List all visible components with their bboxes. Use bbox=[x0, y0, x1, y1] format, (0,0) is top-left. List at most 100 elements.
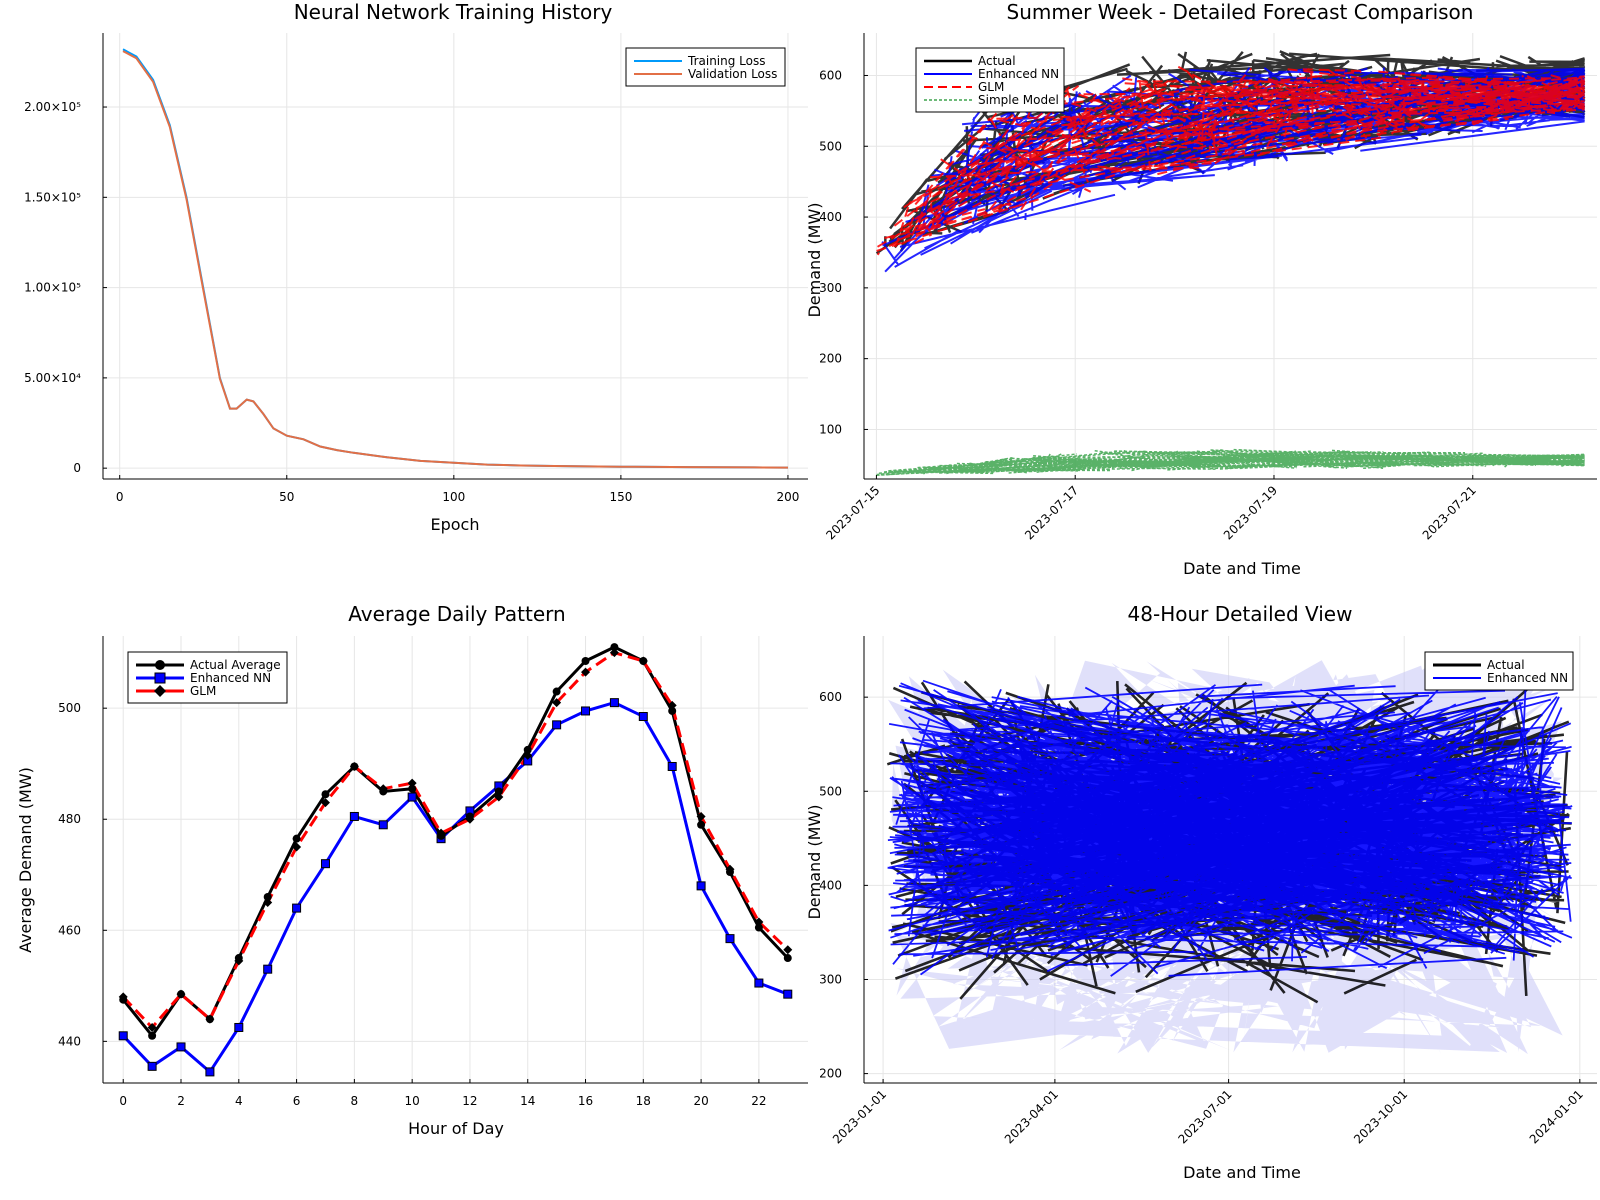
data-point-enhanced-nn bbox=[754, 978, 764, 988]
series-line-simple-model bbox=[876, 448, 1586, 477]
data-point-glm bbox=[552, 698, 562, 708]
legend-1: Training Loss Validation Loss bbox=[625, 47, 786, 87]
data-point-enhanced-nn bbox=[378, 820, 388, 830]
x-tick-label: 12 bbox=[462, 1094, 477, 1108]
data-point-glm bbox=[465, 814, 475, 824]
y-tick-label: 500 bbox=[819, 139, 842, 153]
y-tick-label: 1.50×10⁵ bbox=[24, 190, 81, 204]
y-tick-label: 0 bbox=[73, 461, 81, 475]
data-point-glm bbox=[407, 778, 417, 788]
x-tick-label: 8 bbox=[351, 1094, 359, 1108]
y-tick-label: 400 bbox=[819, 210, 842, 224]
data-point-glm bbox=[378, 784, 388, 794]
y-tick-label: 400 bbox=[819, 878, 842, 892]
legend-label-enhanced-nn: Enhanced NN bbox=[978, 67, 1059, 81]
data-point-glm bbox=[176, 989, 186, 999]
series-line-validation-loss bbox=[122, 50, 789, 469]
data-point-actual-average bbox=[668, 706, 677, 715]
data-point-glm bbox=[118, 992, 128, 1002]
data-point-glm bbox=[523, 750, 533, 760]
data-point-actual-average bbox=[148, 1031, 157, 1040]
data-point-glm bbox=[320, 798, 330, 808]
x-tick-label: 2024-01-01 bbox=[1527, 1087, 1586, 1146]
chart-title-1: Neural Network Training History bbox=[294, 0, 613, 24]
y-tick-label: 5.00×10⁴ bbox=[24, 371, 81, 385]
legend-4: Actual Enhanced NN bbox=[1424, 651, 1574, 691]
x-tick-label: 0 bbox=[119, 1094, 127, 1108]
data-point-glm bbox=[147, 1022, 157, 1032]
data-point-actual-average bbox=[494, 787, 503, 796]
data-point-glm bbox=[263, 898, 273, 908]
x-axis-label-3: Hour of Day bbox=[408, 1119, 504, 1138]
legend-marker-daily-glm bbox=[154, 685, 166, 697]
data-point-enhanced-nn bbox=[407, 792, 417, 802]
x-tick-label: 200 bbox=[776, 490, 799, 504]
data-point-glm bbox=[667, 700, 677, 710]
panel-48-hour: 48-Hour Detailed View 2023-01-01 2023-04-… bbox=[805, 602, 1597, 1182]
panel-training-history: Neural Network Training History 0 50 100 15… bbox=[24, 0, 808, 534]
legend-label-actual: Actual bbox=[978, 54, 1016, 68]
x-tick-label: 16 bbox=[578, 1094, 593, 1108]
y-tick-label: 300 bbox=[819, 281, 842, 295]
legend-label-simple-model: Simple Model bbox=[978, 93, 1059, 107]
x-tick-label: 100 bbox=[442, 490, 465, 504]
panel-summer-week: Summer Week - Detailed Forecast Comparis… bbox=[805, 0, 1597, 578]
x-tick-label: 2023-07-19 bbox=[1221, 483, 1280, 542]
data-point-enhanced-nn bbox=[725, 934, 735, 944]
data-point-enhanced-nn bbox=[320, 859, 330, 869]
data-point-enhanced-nn bbox=[349, 811, 359, 821]
data-point-enhanced-nn bbox=[552, 720, 562, 730]
y-tick-label: 200 bbox=[819, 352, 842, 366]
data-point-glm bbox=[234, 956, 244, 966]
legend-3: Actual Average Enhanced NN GLM bbox=[127, 651, 288, 704]
x-tick-label: 14 bbox=[520, 1094, 535, 1108]
data-point-enhanced-nn bbox=[638, 712, 648, 722]
series-line-enhanced-nn bbox=[887, 679, 1573, 977]
y-tick-label: 460 bbox=[58, 923, 81, 937]
data-point-enhanced-nn bbox=[609, 698, 619, 708]
data-point-glm bbox=[349, 761, 359, 771]
data-point-glm bbox=[205, 1014, 215, 1024]
legend-marker-actual-average bbox=[155, 660, 165, 670]
x-tick-label: 2023-04-01 bbox=[1002, 1087, 1061, 1146]
series-line-glm bbox=[122, 651, 789, 1030]
data-point-glm bbox=[609, 648, 619, 658]
data-point-actual-average bbox=[523, 745, 532, 754]
legend-label-training-loss: Training Loss bbox=[687, 54, 765, 68]
data-point-glm bbox=[725, 864, 735, 874]
data-point-glm bbox=[754, 917, 764, 927]
data-point-actual-average bbox=[783, 954, 792, 963]
x-tick-label: 10 bbox=[405, 1094, 420, 1108]
data-point-actual-average bbox=[552, 687, 561, 696]
x-tick-label: 22 bbox=[751, 1094, 766, 1108]
data-point-glm bbox=[292, 842, 302, 852]
x-tick-label: 0 bbox=[116, 490, 124, 504]
y-tick-label: 600 bbox=[819, 690, 842, 704]
legend-marker-daily-enhanced-nn bbox=[154, 672, 166, 684]
data-point-actual-average bbox=[754, 923, 763, 932]
panel-daily-pattern: Average Daily Pattern 0 2 4 6 8 10 12 14 16 18 20 2… bbox=[16, 602, 808, 1138]
data-point-actual-average bbox=[321, 790, 330, 799]
series-line-actual-average bbox=[122, 645, 789, 1039]
x-tick-label: 50 bbox=[279, 490, 294, 504]
x-tick-label: 2023-07-15 bbox=[823, 483, 882, 542]
data-point-glm bbox=[581, 667, 591, 677]
y-tick-label: 500 bbox=[819, 784, 842, 798]
data-point-enhanced-nn bbox=[667, 761, 677, 771]
legend-label-actual-average: Actual Average bbox=[190, 658, 281, 672]
data-point-enhanced-nn bbox=[147, 1061, 157, 1071]
y-tick-label: 480 bbox=[58, 812, 81, 826]
x-tick-label: 150 bbox=[609, 490, 632, 504]
legend-label-48h-enhanced-nn: Enhanced NN bbox=[1487, 671, 1568, 685]
y-tick-label: 300 bbox=[819, 972, 842, 986]
data-point-glm bbox=[696, 811, 706, 821]
x-tick-label: 2023-07-17 bbox=[1022, 483, 1081, 542]
data-point-glm bbox=[783, 945, 793, 955]
data-point-enhanced-nn bbox=[783, 989, 793, 999]
data-point-enhanced-nn bbox=[205, 1067, 215, 1077]
data-point-actual-average bbox=[263, 892, 272, 901]
chart-title-2: Summer Week - Detailed Forecast Comparis… bbox=[1007, 0, 1474, 24]
data-point-enhanced-nn bbox=[292, 903, 302, 913]
data-point-actual-average bbox=[581, 656, 590, 665]
